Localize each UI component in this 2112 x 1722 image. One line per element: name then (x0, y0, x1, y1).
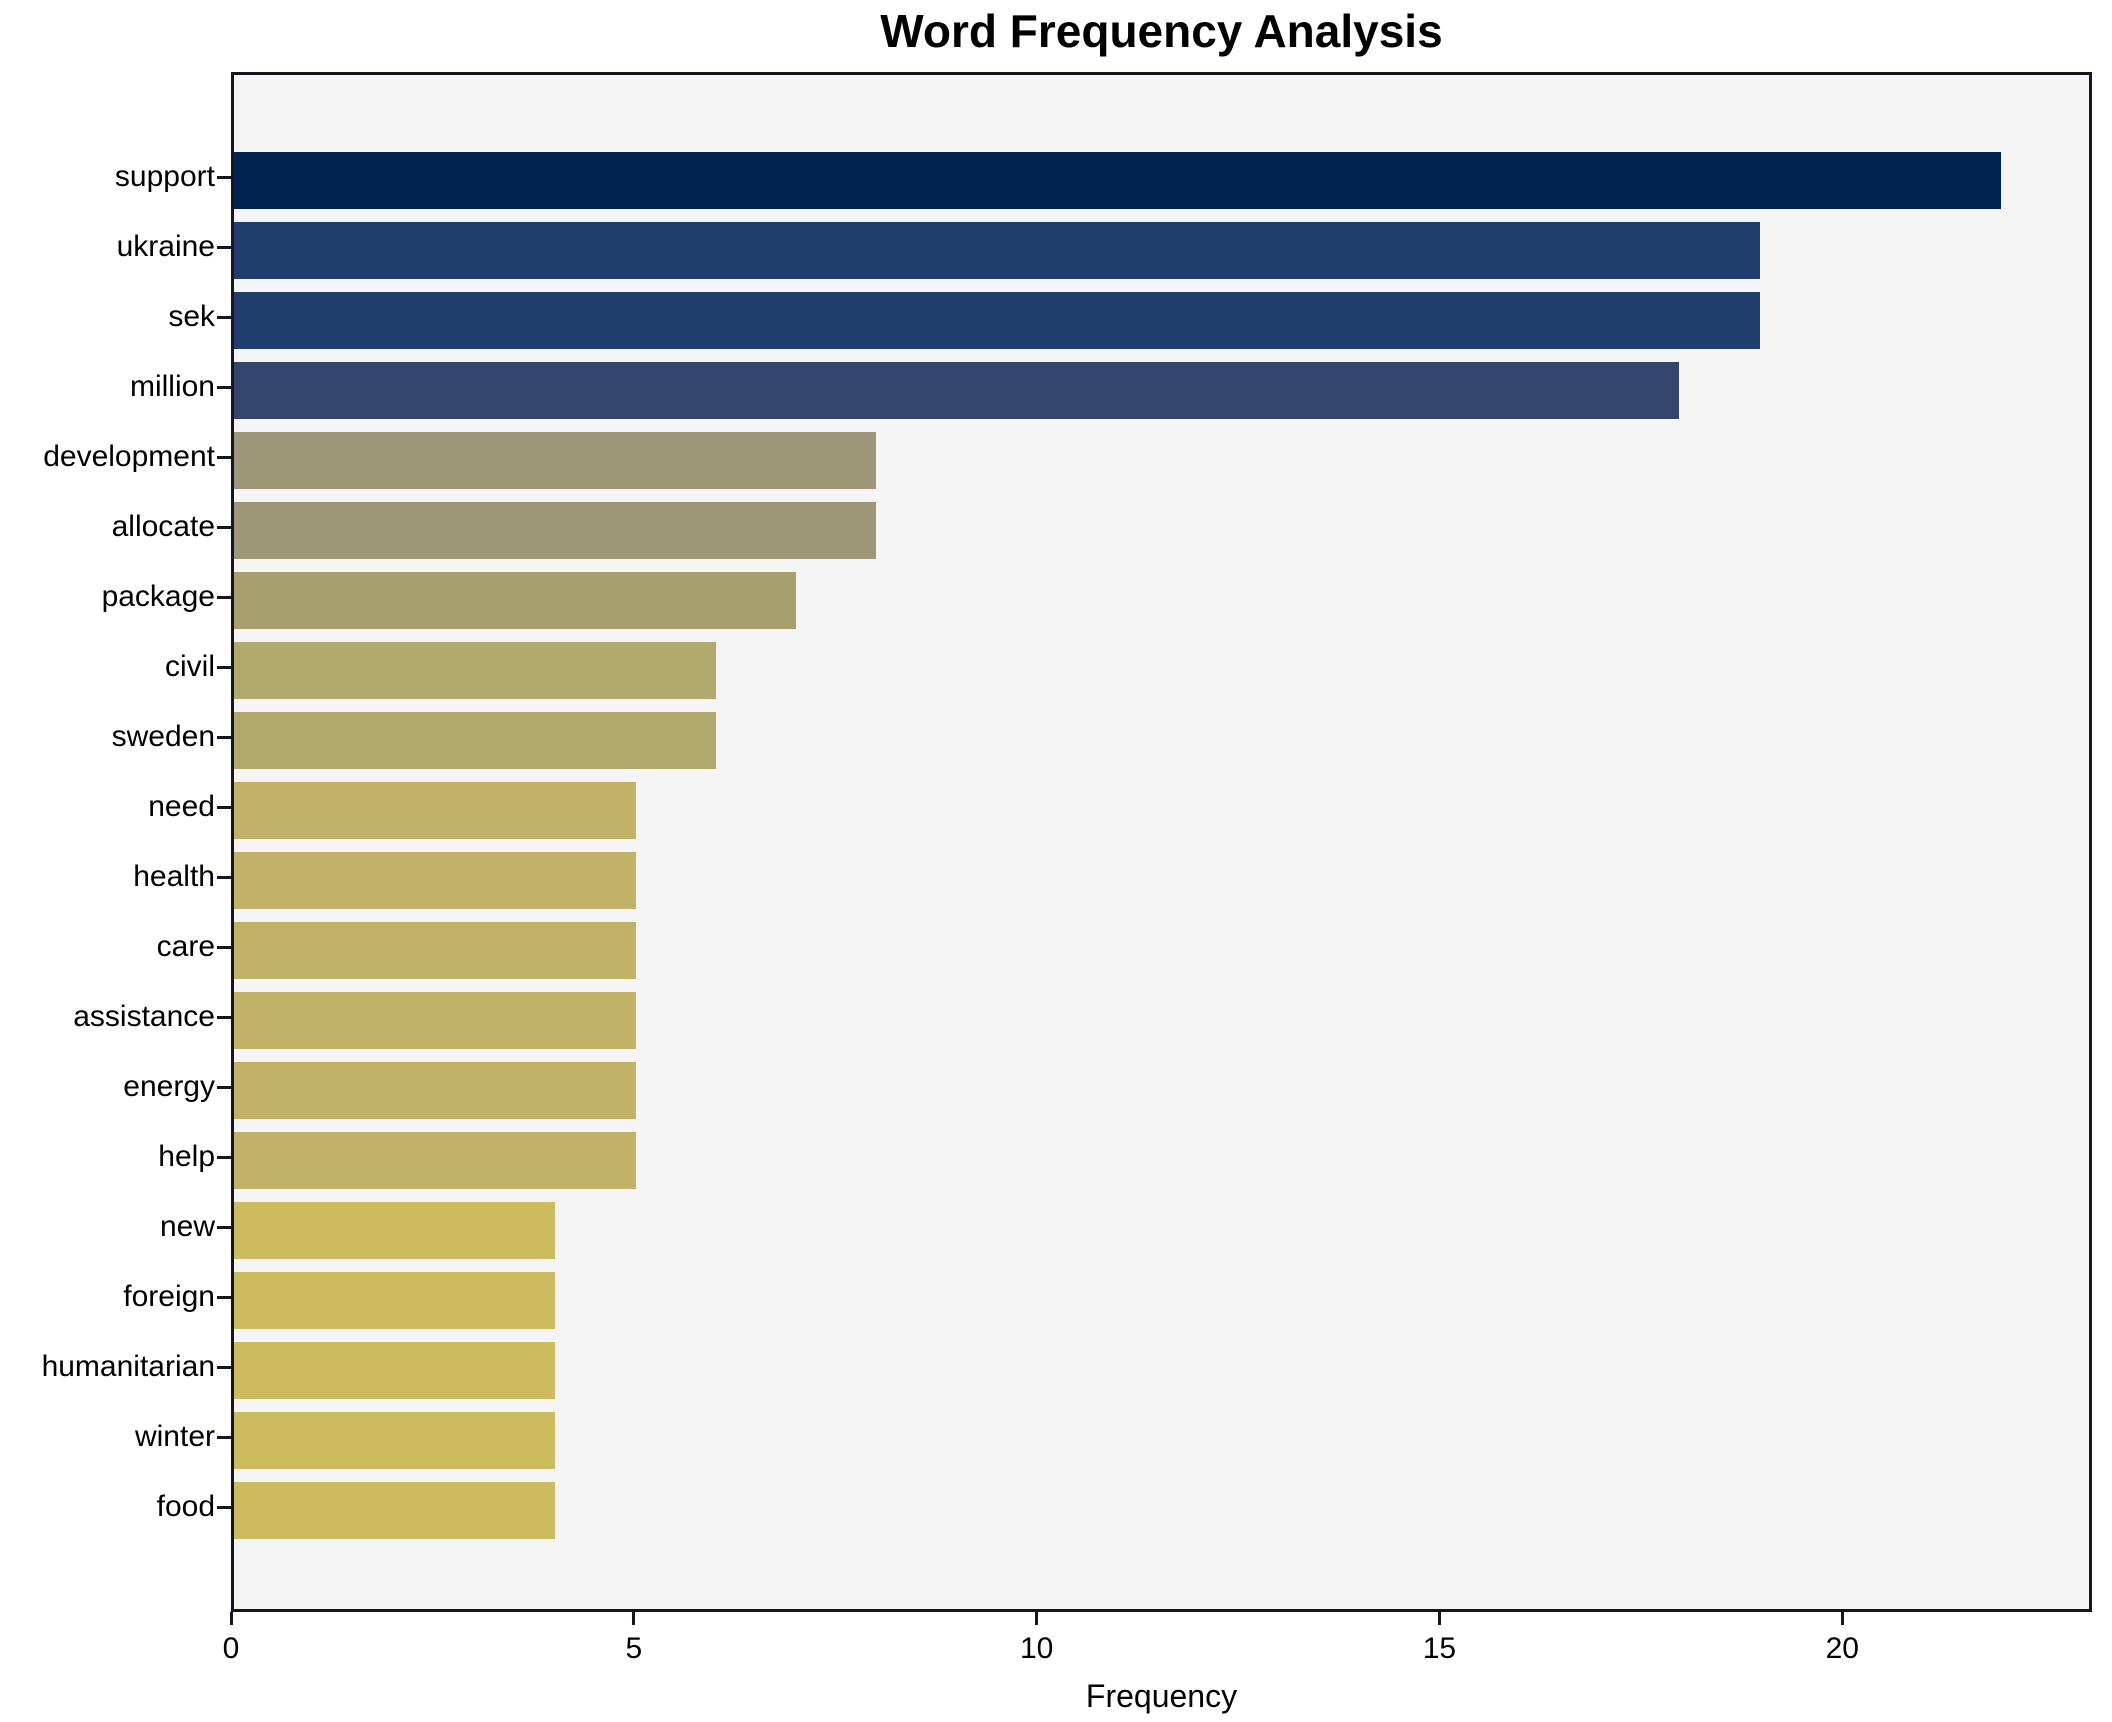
bar-ukraine (234, 221, 1760, 279)
y-tick-label: health (133, 860, 215, 893)
y-tick-mark (217, 1295, 231, 1299)
y-tick-mark (217, 245, 231, 249)
bar-foreign (234, 1271, 556, 1329)
y-tick-mark (217, 1365, 231, 1369)
bar-row (234, 1195, 2089, 1265)
bar-row (234, 635, 2089, 705)
x-tick-label: 15 (1422, 1632, 1457, 1665)
bar-winter (234, 1411, 556, 1469)
bar-row (234, 285, 2089, 355)
y-tick-mark (217, 665, 231, 669)
y-tick-label: civil (165, 650, 215, 683)
x-tick-mark (1840, 1612, 1844, 1625)
y-tick-label: development (43, 440, 215, 473)
y-tick-label: need (148, 790, 215, 823)
y-tick-mark (217, 455, 231, 459)
bar-sweden (234, 711, 716, 769)
y-tick-mark (217, 1015, 231, 1019)
bar-row (234, 1335, 2089, 1405)
bar-assistance (234, 991, 636, 1049)
bar-row (234, 845, 2089, 915)
y-tick-mark (217, 175, 231, 179)
y-tick-mark (217, 735, 231, 739)
y-tick-mark (217, 1085, 231, 1089)
bar-new (234, 1201, 556, 1259)
x-tick-label: 10 (1019, 1632, 1054, 1665)
bar-health (234, 851, 636, 909)
bar-row (234, 1055, 2089, 1125)
x-tick-mark (229, 1612, 233, 1625)
bar-row (234, 985, 2089, 1055)
chart-title: Word Frequency Analysis (880, 5, 1443, 57)
bar-allocate (234, 501, 877, 559)
y-tick-label: food (156, 1490, 215, 1523)
y-tick-mark (217, 385, 231, 389)
x-tick-label: 20 (1825, 1632, 1859, 1665)
y-tick-mark (217, 1155, 231, 1159)
bar-sek (234, 291, 1760, 349)
bar-row (234, 1405, 2089, 1475)
y-tick-label: humanitarian (41, 1350, 215, 1383)
bar-row (234, 915, 2089, 985)
y-tick-label: assistance (73, 1000, 215, 1033)
y-tick-mark (217, 1225, 231, 1229)
bar-row (234, 775, 2089, 845)
bar-package (234, 571, 797, 629)
bar-row (234, 215, 2089, 285)
y-tick-label: allocate (111, 510, 215, 543)
y-tick-label: care (156, 930, 215, 963)
bars-container (234, 145, 2089, 1545)
bar-row (234, 145, 2089, 215)
y-tick-mark (217, 805, 231, 809)
y-tick-label: new (159, 1210, 215, 1243)
y-tick-label: sek (168, 300, 215, 333)
y-tick-label: million (129, 370, 215, 403)
y-tick-label: energy (123, 1070, 215, 1103)
y-tick-mark (217, 1505, 231, 1509)
y-tick-label: winter (134, 1420, 215, 1453)
plot-area (231, 72, 2092, 1612)
bar-row (234, 495, 2089, 565)
x-axis-label: Frequency (1085, 1678, 1238, 1714)
y-tick-mark (217, 945, 231, 949)
bar-row (234, 425, 2089, 495)
y-tick-mark (217, 1435, 231, 1439)
x-tick-label: 0 (222, 1632, 240, 1665)
y-tick-mark (217, 525, 231, 529)
bar-humanitarian (234, 1341, 556, 1399)
y-tick-label: support (114, 160, 215, 193)
bar-care (234, 921, 636, 979)
x-tick-label: 5 (625, 1632, 643, 1665)
bar-support (234, 151, 2001, 209)
x-tick-mark (1437, 1612, 1441, 1625)
bar-row (234, 1125, 2089, 1195)
y-tick-label: package (101, 580, 215, 613)
y-tick-mark (217, 315, 231, 319)
y-tick-label: help (158, 1140, 215, 1173)
y-tick-label: ukraine (116, 230, 215, 263)
bar-million (234, 361, 1680, 419)
bar-row (234, 705, 2089, 775)
y-tick-label: foreign (123, 1280, 215, 1313)
bar-row (234, 355, 2089, 425)
y-tick-mark (217, 875, 231, 879)
y-tick-label: sweden (111, 720, 215, 753)
bar-row (234, 1265, 2089, 1335)
bar-row (234, 565, 2089, 635)
bar-need (234, 781, 636, 839)
bar-civil (234, 641, 716, 699)
bar-food (234, 1481, 556, 1539)
x-tick-mark (1035, 1612, 1039, 1625)
bar-energy (234, 1061, 636, 1119)
bar-help (234, 1131, 636, 1189)
x-tick-mark (632, 1612, 636, 1625)
y-tick-mark (217, 595, 231, 599)
bar-row (234, 1475, 2089, 1545)
bar-development (234, 431, 877, 489)
